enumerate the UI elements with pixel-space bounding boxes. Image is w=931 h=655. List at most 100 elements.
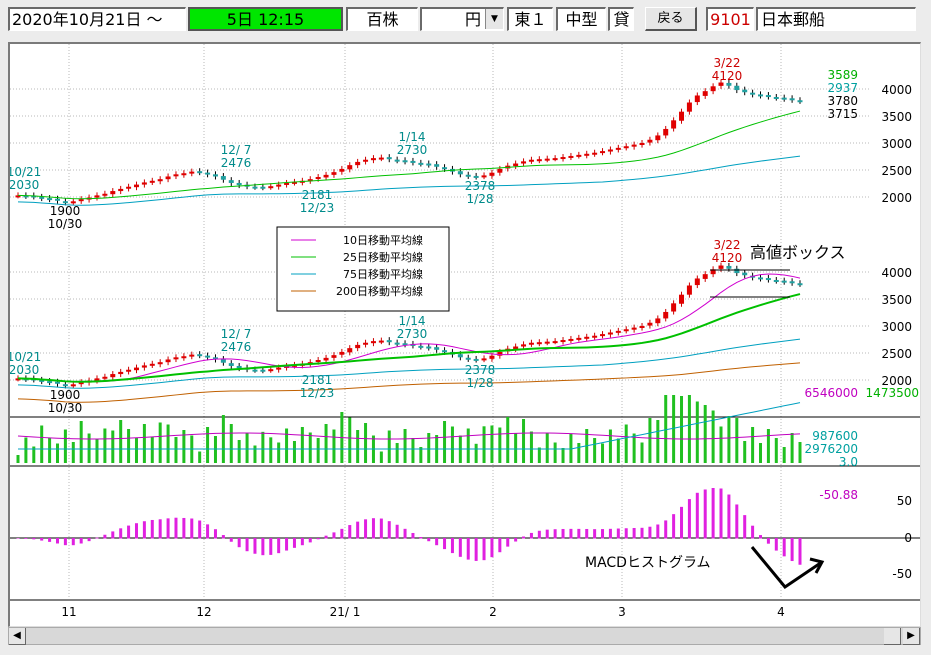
candle-body [323,174,329,178]
scroll-left-icon[interactable]: ◀ [9,628,26,645]
macd-bar [356,521,360,539]
volume-bar [221,415,225,463]
candle-body [307,179,313,182]
candle-body [15,195,21,198]
candle-body [118,371,124,375]
candle-body [560,157,566,160]
date-range-field[interactable]: 2020年10月21日 〜 [8,7,186,31]
volume-bar [253,445,257,463]
candle-body [513,163,519,167]
volume-bar [79,421,83,463]
candle-body [465,174,471,177]
macd-bar [277,538,281,554]
ann-date: 3/22 [714,238,741,252]
scrollbar-thumb[interactable] [884,628,901,645]
volume-bar [727,416,731,463]
macd-bar [498,538,502,553]
currency-select[interactable]: 円 ▼ [420,7,504,31]
macd-bar [553,529,557,539]
macd-bar [490,538,494,558]
candle-body [758,94,764,97]
volume-bar [237,440,241,463]
volume-bar [601,443,605,463]
candle-body [521,344,527,347]
macd-bar [324,535,328,539]
volume-bar [759,443,763,463]
candle-body [679,294,685,304]
volume-bar [324,424,328,463]
candle-body [70,201,76,204]
volume-bar [32,446,36,463]
candle-body [39,196,45,199]
macd-bar [119,528,123,539]
volume-bar [482,426,486,463]
candle-body [394,342,400,345]
candle-body [126,186,132,189]
candle-body [481,175,487,178]
candle-body [663,128,669,136]
candle-body [568,155,574,158]
back-button[interactable]: 戻る [645,7,697,31]
candle-body [197,171,203,174]
candle-body [686,102,692,112]
candle-body [39,379,45,382]
candle-body [189,354,195,357]
candle-body [600,334,606,337]
macd-bar [680,506,684,539]
volume-bar [158,422,162,463]
candle-body [355,344,361,349]
macd-bar [379,518,383,539]
candle-body [54,381,60,384]
macd-bar [142,521,146,539]
volume-bar [411,438,415,463]
legend-label-75: 75日移動平均線 [343,267,423,281]
candle-body [718,265,724,269]
macd-bar [340,528,344,539]
candle-body [315,360,321,363]
macd-bar [537,530,541,539]
volume-bar [656,420,660,463]
candle-body [797,100,803,103]
ann-date: 3/22 [714,56,741,70]
volume-bar [403,429,407,463]
macd-value-label: -50.88 [819,488,858,502]
candle-body [402,343,408,346]
macd-bar [435,538,439,546]
candle-body [473,175,479,178]
volume-bar [498,427,502,463]
ma-value-label: 2937 [827,81,858,95]
dropdown-arrow-icon[interactable]: ▼ [485,9,503,29]
scroll-right-icon[interactable]: ▶ [903,628,920,645]
volume-bar [198,451,202,463]
macd-bar [221,535,225,539]
macd-bar [237,538,241,548]
macd-bar [395,524,399,539]
candle-body [434,164,440,167]
candle-body [513,346,519,350]
volume-bar [577,443,581,463]
candle-body [173,357,179,360]
candle-body [284,182,290,185]
candle-body [528,159,534,162]
candle-body [615,330,621,333]
macd-bar [269,538,273,555]
candle-body [473,358,479,361]
macd-bar [545,529,549,539]
chart-area[interactable]: 高値ボックス 10日移動平均線 25日移動平均線 75日移動平均線 200日移動… [8,42,921,627]
macd-bar [103,534,107,539]
ann-value: 2476 [221,340,252,354]
volume-bar [545,433,549,463]
ma-line [17,338,801,389]
stock-code-field[interactable]: 9101 [706,7,754,31]
volume-bar [790,433,794,463]
macd-bar [316,538,320,540]
candle-body [291,181,297,184]
x-tick: 21/ 1 [330,605,361,619]
candle-body [47,381,53,384]
candle-body [465,357,471,360]
macd-bar [364,519,368,539]
horizontal-scrollbar[interactable]: ◀ ▶ [8,627,921,645]
candle-body [181,173,187,176]
candle-body [710,86,716,92]
candle-body [260,369,266,372]
